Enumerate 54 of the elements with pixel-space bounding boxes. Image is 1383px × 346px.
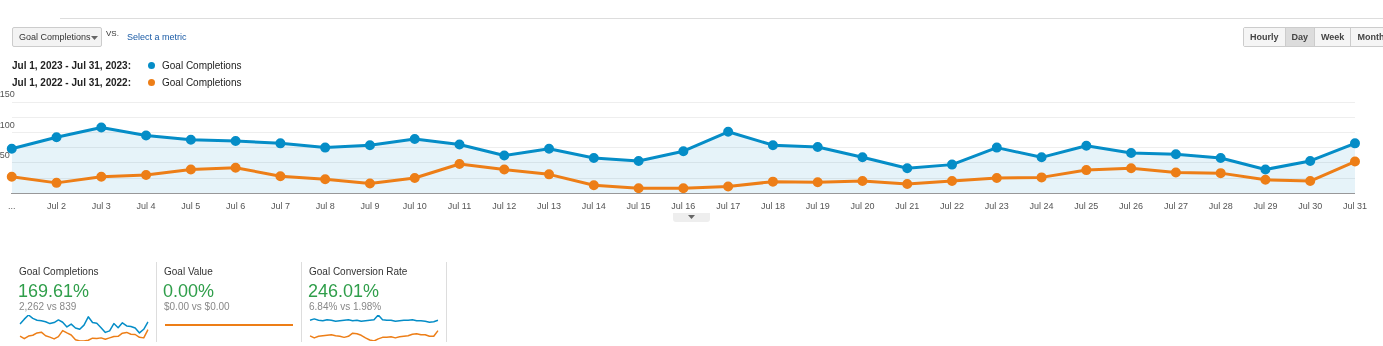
x-tick-label: Jul 24 bbox=[1029, 201, 1054, 212]
text: Week bbox=[1314, 28, 1351, 46]
x-tick-label: Jul 2 bbox=[47, 201, 67, 212]
x-tick-label: Jul 11 bbox=[447, 201, 472, 212]
x-tick-label: Jul 18 bbox=[760, 201, 785, 212]
text: Select a metric bbox=[127, 32, 187, 42]
x-tick-label: Jul 19 bbox=[805, 201, 830, 212]
x-tick-label: Jul 6 bbox=[226, 201, 246, 212]
x-tick-label: Jul 31 bbox=[1342, 201, 1368, 212]
text: 246.01% bbox=[308, 281, 380, 302]
metric-dropdown: Goal Completions bbox=[12, 27, 102, 47]
text: Month bbox=[1350, 28, 1383, 46]
x-tick-label: Jul 10 bbox=[402, 201, 427, 212]
x-tick-label: Jul 20 bbox=[850, 201, 875, 212]
x-tick-label: Jul 29 bbox=[1253, 201, 1278, 212]
y-tick-label: 100 bbox=[0, 119, 15, 130]
y-tick-label: 150 bbox=[0, 89, 15, 100]
text: Jul 1, 2023 - Jul 31, 2023: bbox=[12, 60, 132, 71]
text: Jul 1, 2022 - Jul 31, 2022: bbox=[12, 77, 132, 88]
x-tick-label: Jul 30 bbox=[1298, 201, 1323, 212]
x-tick-label: Jul 26 bbox=[1119, 201, 1144, 212]
text: VS. bbox=[106, 29, 119, 38]
chart-title: Goal Conversion Rate bbox=[309, 266, 408, 277]
x-tick-label: Jul 14 bbox=[581, 201, 606, 212]
x-tick-label: Jul 7 bbox=[270, 201, 290, 212]
text: Day bbox=[1284, 28, 1315, 46]
legend-label: Goal Completions bbox=[162, 77, 242, 88]
text: 169.61% bbox=[18, 281, 90, 302]
y-tick-label: 50 bbox=[0, 150, 10, 161]
x-tick-label: Jul 28 bbox=[1208, 201, 1233, 212]
x-tick-label: Jul 12 bbox=[492, 201, 517, 212]
text: 6.84% vs 1.98% bbox=[309, 301, 382, 312]
x-tick-label: ... bbox=[7, 201, 16, 212]
x-tick-label: Jul 13 bbox=[537, 201, 562, 212]
x-tick-label: Jul 27 bbox=[1163, 201, 1188, 212]
text: Hourly bbox=[1244, 28, 1285, 46]
x-tick-label: Jul 23 bbox=[984, 201, 1009, 212]
x-tick-label: Jul 21 bbox=[895, 201, 920, 212]
x-tick-label: Jul 16 bbox=[671, 201, 696, 212]
legend-label: Goal Completions bbox=[162, 60, 242, 71]
chart-title: Goal Completions bbox=[19, 266, 99, 277]
x-tick-label: Jul 22 bbox=[940, 201, 965, 212]
x-tick-label: Jul 4 bbox=[136, 201, 156, 212]
text: 2,262 vs 839 bbox=[19, 301, 77, 312]
text: Goal Value bbox=[164, 266, 213, 277]
x-tick-label: Jul 9 bbox=[360, 201, 380, 212]
x-tick-label: Jul 17 bbox=[716, 201, 741, 212]
x-tick-label: Jul 25 bbox=[1074, 201, 1099, 212]
x-tick-label: Jul 15 bbox=[626, 201, 651, 212]
x-tick-label: Jul 5 bbox=[181, 201, 201, 212]
text: $0.00 vs $0.00 bbox=[164, 301, 230, 312]
text: 0.00% bbox=[163, 281, 215, 302]
x-tick-label: Jul 3 bbox=[91, 201, 111, 212]
x-tick-label: Jul 8 bbox=[315, 201, 335, 212]
